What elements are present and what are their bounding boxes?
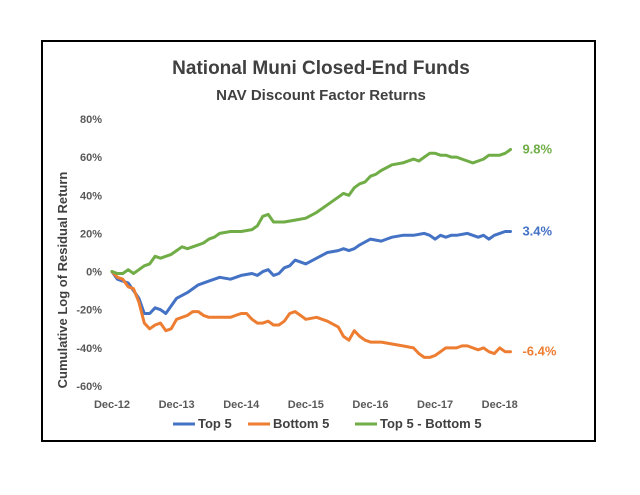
- y-tick-label: 60%: [80, 152, 102, 164]
- legend: Top 5 Bottom 5 Top 5 - Bottom 5: [173, 416, 482, 431]
- x-tick-label: Dec-17: [417, 399, 453, 411]
- x-tick-label: Dec-12: [94, 399, 130, 411]
- x-tick-label: Dec-13: [159, 399, 195, 411]
- y-tick-label: 80%: [80, 114, 102, 126]
- series-line-0: [110, 230, 512, 315]
- y-tick-label: -20%: [76, 305, 102, 317]
- chart-frame: National Muni Closed-End Funds NAV Disco…: [41, 40, 596, 442]
- chart-subtitle: NAV Discount Factor Returns: [216, 87, 426, 104]
- legend-label: Bottom 5: [273, 416, 329, 431]
- y-axis-ticks: -60% -40% -20% 0% 20% 40% 60% 80%: [76, 114, 102, 393]
- x-tick-label: Dec-14: [223, 399, 260, 411]
- end-labels: 3.4% -6.4% 9.8%: [522, 142, 556, 359]
- series-line-2: [110, 148, 512, 275]
- end-value-label: 3.4%: [522, 224, 552, 239]
- end-value-label: 9.8%: [522, 142, 552, 157]
- line-chart: National Muni Closed-End Funds NAV Disco…: [55, 58, 557, 431]
- y-tick-label: 0%: [86, 267, 102, 279]
- x-tick-label: Dec-18: [482, 399, 518, 411]
- y-tick-label: 20%: [80, 228, 102, 240]
- end-value-label: -6.4%: [522, 344, 556, 359]
- x-tick-label: Dec-16: [352, 399, 388, 411]
- y-axis-label: Cumulative Log of Residual Return: [55, 172, 70, 389]
- x-axis-ticks: Dec-12 Dec-13 Dec-14 Dec-15 Dec-16 Dec-17 Dec-…: [94, 399, 518, 411]
- legend-label: Top 5 - Bottom 5: [380, 416, 482, 431]
- series-line-1: [110, 270, 512, 359]
- x-tick-label: Dec-15: [288, 399, 324, 411]
- y-tick-label: -60%: [76, 381, 102, 393]
- series-lines: [110, 148, 512, 359]
- y-tick-label: -40%: [76, 343, 102, 355]
- chart-title: National Muni Closed-End Funds: [172, 58, 470, 79]
- legend-label: Top 5: [198, 416, 232, 431]
- y-tick-label: 40%: [80, 190, 102, 202]
